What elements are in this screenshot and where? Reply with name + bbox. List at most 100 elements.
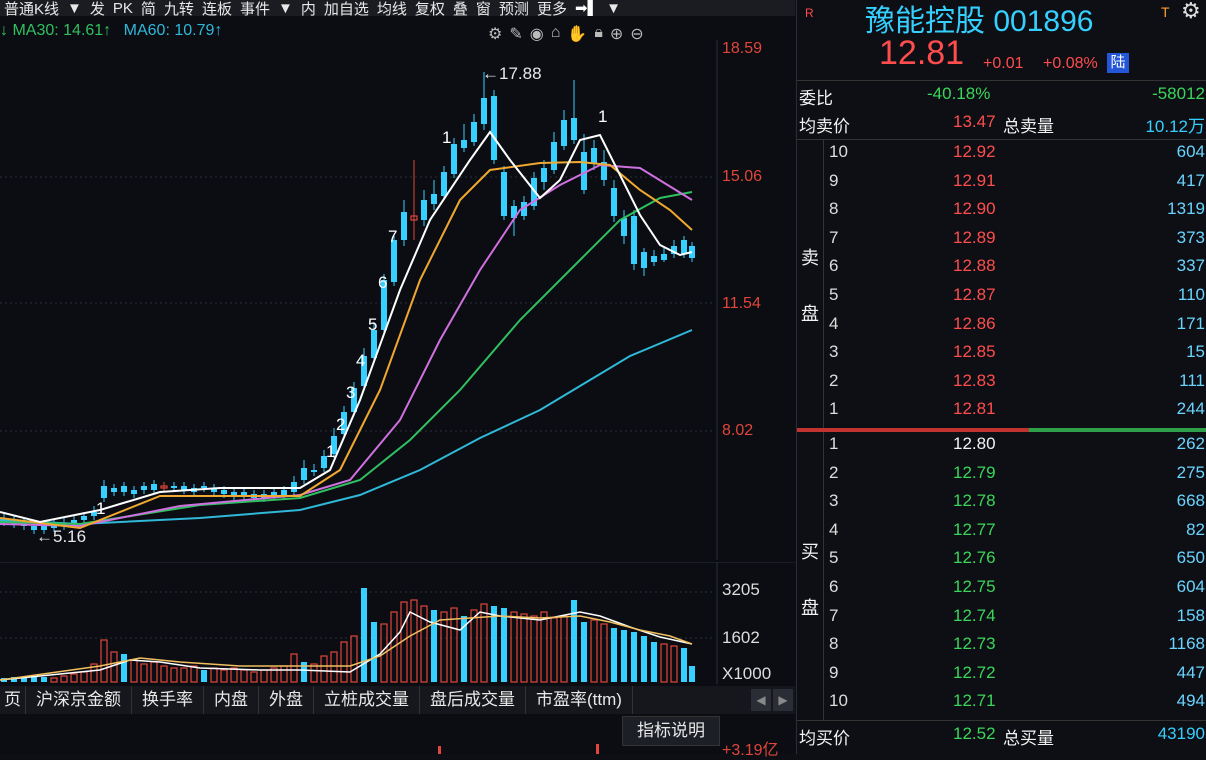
volume-bar <box>510 611 518 683</box>
bid-price: 12.78 <box>953 491 996 511</box>
ask-row[interactable]: 7 12.89 373 <box>797 228 1206 256</box>
toolbar-window[interactable]: 窗 <box>475 0 491 17</box>
settings-gear-icon[interactable]: ⚙ <box>1181 0 1201 23</box>
bid-row[interactable]: 8 12.73 1168 <box>797 634 1206 662</box>
toolbar-jian[interactable]: 简 <box>140 0 156 17</box>
tab-pe-ttm[interactable]: 市盈率(ttm) <box>526 686 633 714</box>
toolbar-forecast[interactable]: 预测 <box>498 0 529 17</box>
tab-turnover[interactable]: 换手率 <box>132 686 204 714</box>
tab-after-hours-volume[interactable]: 盘后成交量 <box>420 686 526 714</box>
indicator-explain-button[interactable]: 指标说明 <box>622 716 720 746</box>
candle-body <box>551 142 557 170</box>
ask-row[interactable]: 6 12.88 337 <box>797 256 1206 284</box>
toolbar-expand-icon[interactable]: ➡▌ <box>574 0 599 16</box>
tab-amount[interactable]: 沪深京金额 <box>26 686 132 714</box>
ask-row[interactable]: 10 12.92 604 <box>797 142 1206 170</box>
volume-bar <box>180 667 188 683</box>
ask-row[interactable]: 2 12.83 111 <box>797 371 1206 399</box>
toolbar-pk[interactable]: PK <box>112 0 133 16</box>
toolbar-jiuzhuan[interactable]: 九转 <box>163 0 194 17</box>
toolbar-add-watchlist[interactable]: 加自选 <box>323 0 369 17</box>
scroll-right-icon[interactable]: ▶ <box>773 689 793 711</box>
bid-volume: 275 <box>1176 462 1205 482</box>
bid-price: 12.80 <box>953 434 996 453</box>
kline-chart-panel[interactable]: 普通K线 ▼ 发 PK 简 九转 连板 事件 ▼ 内 加自选 均线 复权 叠 窗… <box>0 0 795 759</box>
zoom-in-icon[interactable]: ⊕ <box>609 26 624 43</box>
scroll-left-icon[interactable]: ◀ <box>751 689 771 711</box>
ask-row[interactable]: 3 12.85 15 <box>797 342 1206 370</box>
ask-row[interactable]: 1 12.81 244 <box>797 399 1206 427</box>
candle-body <box>41 524 47 530</box>
toolbar-ma[interactable]: 均线 <box>376 0 407 17</box>
candle-body <box>31 526 37 530</box>
chart-toolbar: 普通K线 ▼ 发 PK 简 九转 连板 事件 ▼ 内 加自选 均线 复权 叠 窗… <box>0 0 795 16</box>
toolbar-event-dropdown[interactable]: ▼ <box>277 0 293 16</box>
tab-pile-volume[interactable]: 立桩成交量 <box>314 686 420 714</box>
bid-row[interactable]: 6 12.75 604 <box>797 577 1206 605</box>
candlestick-plot[interactable]: 1 1 2 3 4 5 6 7 1 1 ←17.88 ←5.16 <box>0 40 795 560</box>
ask-row[interactable]: 8 12.90 1319 <box>797 199 1206 227</box>
ask-row[interactable]: 4 12.86 171 <box>797 314 1206 342</box>
toolbar-event[interactable]: 事件 <box>239 0 270 17</box>
ask-level: 4 <box>829 313 839 333</box>
ask-row[interactable]: 5 12.87 110 <box>797 285 1206 313</box>
bid-row[interactable]: 7 12.74 158 <box>797 606 1206 634</box>
bid-row[interactable]: 10 12.71 494 <box>797 691 1206 719</box>
basket-icon[interactable]: ⌂ <box>550 24 561 41</box>
zoom-out-icon[interactable]: ⊖ <box>630 26 644 43</box>
draw-pen-icon[interactable]: ✎ <box>509 26 523 43</box>
bid-row[interactable]: 5 12.76 650 <box>797 548 1206 576</box>
candle-body <box>341 412 347 434</box>
bid-row[interactable]: 4 12.77 82 <box>797 520 1206 548</box>
toolbar-lianban[interactable]: 连板 <box>201 0 232 17</box>
eye-icon[interactable]: ◉ <box>529 26 544 43</box>
bid-row[interactable]: 2 12.79 275 <box>797 463 1206 491</box>
toolbar-kline-type[interactable]: 普通K线 <box>4 0 60 17</box>
toolbar-kline-dropdown[interactable]: ▼ <box>67 0 82 16</box>
candle-body <box>561 120 567 146</box>
candle-body <box>211 488 217 492</box>
avg-sell-price: 13.47 <box>953 112 996 131</box>
volume-plot[interactable] <box>0 562 795 684</box>
volume-bar <box>530 615 538 683</box>
tab-outer[interactable]: 外盘 <box>259 686 314 714</box>
toolbar-more[interactable]: 更多 <box>536 0 567 17</box>
candle-body <box>281 490 287 496</box>
tab-left-stub[interactable]: 页 <box>0 686 26 714</box>
volume-bar <box>431 610 437 682</box>
bid-volume: 447 <box>1176 662 1205 682</box>
tab-inner[interactable]: 内盘 <box>204 686 259 714</box>
toolbar-overlay[interactable]: 叠 <box>452 0 468 17</box>
candle-body <box>171 486 177 488</box>
settings-gear-icon[interactable]: ⚙ <box>488 26 503 43</box>
volume-bar <box>631 632 637 682</box>
toolbar-chevron-down-icon[interactable]: ▼ <box>606 0 622 16</box>
ask-level: 3 <box>829 342 839 362</box>
volume-bar <box>641 636 647 682</box>
hand-icon[interactable]: ✋ <box>567 26 588 43</box>
price-axis-11.54: 11.54 <box>722 295 761 312</box>
candle-body <box>511 206 517 218</box>
buy-strength-bar <box>1029 428 1206 432</box>
ask-level: 9 <box>829 170 839 190</box>
toolbar-fa[interactable]: 发 <box>89 0 105 17</box>
ask-volume: 1319 <box>1167 199 1205 219</box>
ask-row[interactable]: 9 12.91 417 <box>797 171 1206 199</box>
bid-price: 12.77 <box>953 519 996 539</box>
svg-text:1: 1 <box>598 107 607 126</box>
ma5-line <box>0 130 693 524</box>
candle-body <box>351 388 357 412</box>
toolbar-adjust[interactable]: 复权 <box>414 0 445 17</box>
ask-volume: 604 <box>1176 142 1205 161</box>
bid-row[interactable]: 3 12.78 668 <box>797 491 1206 519</box>
lock-icon[interactable]: 🔒︎ <box>594 24 603 41</box>
buy-side-label-1: 买 <box>801 542 819 562</box>
toolbar-nei[interactable]: 内 <box>300 0 316 17</box>
bid-row[interactable]: 1 12.80 262 <box>797 434 1206 462</box>
volume-bar <box>681 648 687 682</box>
volume-bar <box>140 663 148 683</box>
bid-row[interactable]: 9 12.72 447 <box>797 663 1206 691</box>
ma10-line <box>0 160 693 530</box>
ask-volume: 15 <box>1186 342 1205 362</box>
svg-text:3: 3 <box>346 383 355 402</box>
